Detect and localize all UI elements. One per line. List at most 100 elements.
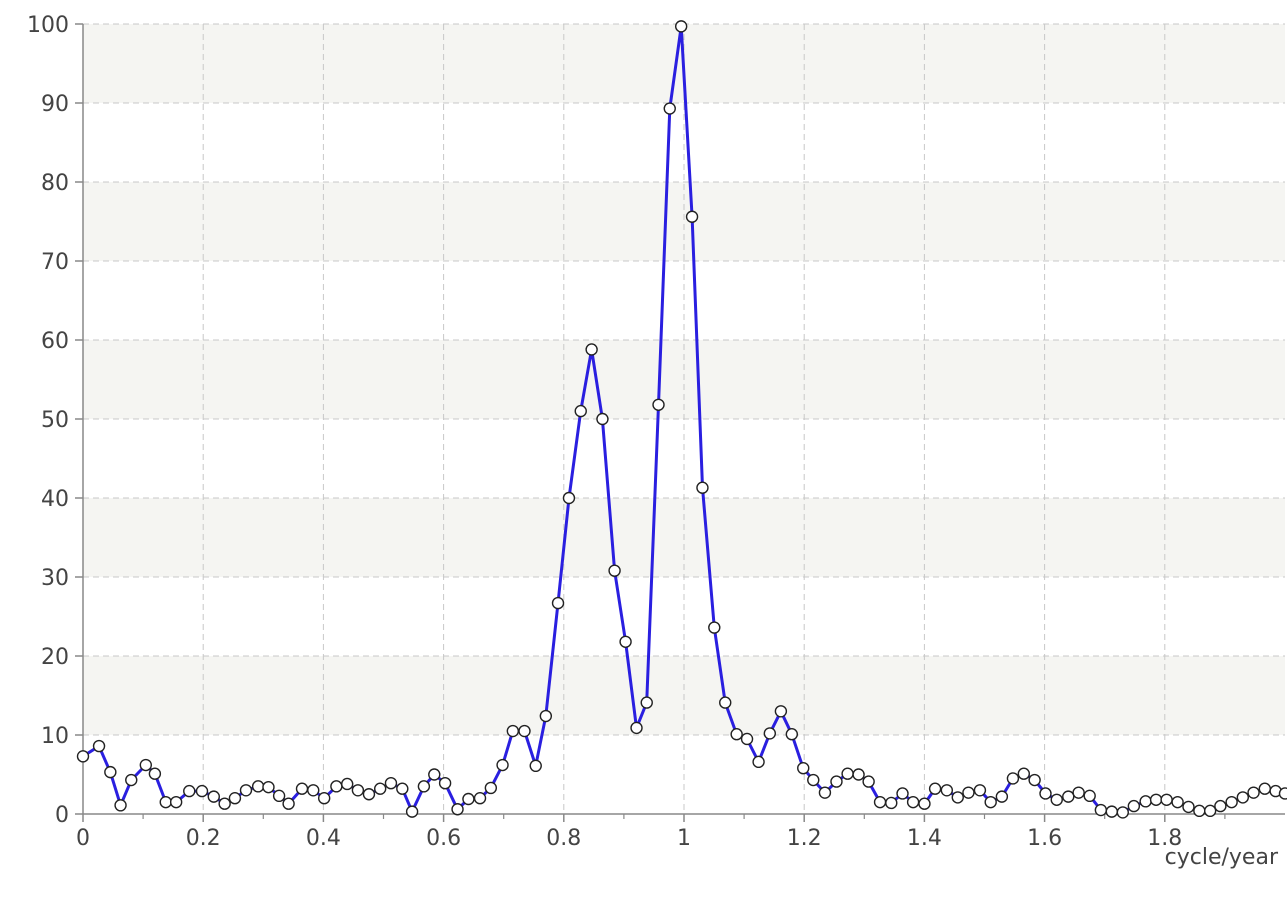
data-point	[940, 784, 954, 797]
data-point	[708, 621, 721, 634]
x-tick-label: 0.4	[306, 826, 341, 851]
data-point	[496, 758, 509, 772]
data-point	[652, 398, 665, 411]
data-point	[1149, 793, 1163, 806]
data-point	[272, 789, 286, 803]
data-point	[139, 758, 153, 772]
data-point	[1127, 799, 1141, 813]
data-point	[928, 782, 942, 795]
data-point	[1247, 786, 1260, 799]
data-point	[473, 792, 487, 805]
data-point	[830, 775, 843, 788]
data-point	[719, 696, 732, 709]
data-point	[1139, 795, 1152, 808]
data-point	[585, 343, 598, 356]
data-point	[1017, 767, 1031, 780]
data-point	[1072, 786, 1085, 799]
data-point	[159, 795, 172, 809]
data-point	[1171, 795, 1184, 809]
data-point	[506, 724, 520, 738]
data-point	[562, 491, 576, 505]
data-point	[551, 596, 565, 610]
data-point	[1006, 772, 1020, 785]
data-point	[951, 791, 964, 804]
data-point	[340, 777, 354, 791]
data-point	[807, 773, 820, 787]
tick-labels: 0 10 20 30 40 50 60 70 80 90 100 0 0.2 0.4 0.6 0.8 1 1.2 1…	[27, 13, 1182, 851]
data-point	[428, 768, 441, 781]
data-point	[674, 20, 688, 33]
x-tick-label: 1.4	[907, 826, 942, 851]
data-point	[183, 784, 196, 798]
y-tick-label: 50	[41, 408, 69, 433]
data-point	[125, 773, 138, 787]
data-point	[740, 732, 754, 746]
data-point	[251, 780, 265, 793]
data-point	[438, 776, 452, 790]
data-point	[906, 795, 920, 809]
data-point	[973, 784, 987, 797]
data-point	[1050, 793, 1063, 806]
data-point	[852, 768, 865, 781]
data-point	[885, 796, 898, 810]
data-point	[295, 782, 309, 795]
y-tick-label: 80	[41, 171, 69, 196]
data-point	[984, 795, 997, 809]
data-point	[76, 750, 90, 763]
data-point	[307, 784, 320, 797]
data-point	[962, 786, 975, 799]
x-axis-label: cycle/year	[1165, 845, 1279, 870]
data-point	[774, 705, 788, 718]
y-tick-label: 60	[41, 329, 69, 354]
data-point	[818, 786, 832, 799]
x-tick-label: 1	[677, 826, 691, 851]
data-point	[574, 404, 587, 418]
data-point	[114, 799, 127, 812]
data-point	[239, 784, 253, 797]
data-point	[663, 102, 676, 115]
y-tick-label: 20	[41, 645, 69, 670]
data-point	[417, 780, 431, 793]
axes	[75, 23, 1285, 822]
data-point	[1214, 799, 1227, 813]
data-point	[1160, 793, 1173, 806]
y-tick-label: 40	[41, 487, 69, 512]
data-point	[1039, 787, 1052, 800]
data-point	[696, 481, 709, 494]
data-point	[640, 696, 653, 709]
data-point	[282, 797, 295, 810]
data-point	[451, 803, 464, 816]
data-point	[797, 761, 810, 775]
data-point	[896, 787, 909, 800]
data-point	[518, 724, 531, 738]
y-tick-label: 0	[55, 803, 69, 828]
y-tick-label: 90	[41, 92, 69, 117]
y-tick-label: 10	[41, 724, 69, 749]
data-point	[92, 739, 106, 753]
data-point	[351, 784, 365, 797]
data-point	[608, 564, 621, 577]
data-point	[685, 210, 699, 223]
data-point	[873, 795, 887, 809]
data-point	[1083, 789, 1096, 803]
data-point	[841, 767, 854, 780]
data-point	[1062, 790, 1075, 803]
data-point	[539, 709, 553, 723]
data-point	[148, 767, 162, 780]
data-point	[1028, 773, 1041, 787]
data-point	[207, 790, 220, 803]
data-point	[918, 797, 931, 810]
data-point	[730, 728, 743, 741]
data-point	[862, 775, 875, 788]
data-point	[262, 780, 275, 794]
data-point	[462, 792, 475, 806]
data-point	[362, 788, 376, 801]
data-point	[619, 635, 632, 648]
data-point	[195, 784, 209, 798]
data-point	[763, 727, 777, 740]
data-point	[529, 759, 542, 773]
y-tick-label: 30	[41, 566, 69, 591]
data-point	[330, 780, 343, 793]
y-tick-label: 70	[41, 250, 69, 275]
